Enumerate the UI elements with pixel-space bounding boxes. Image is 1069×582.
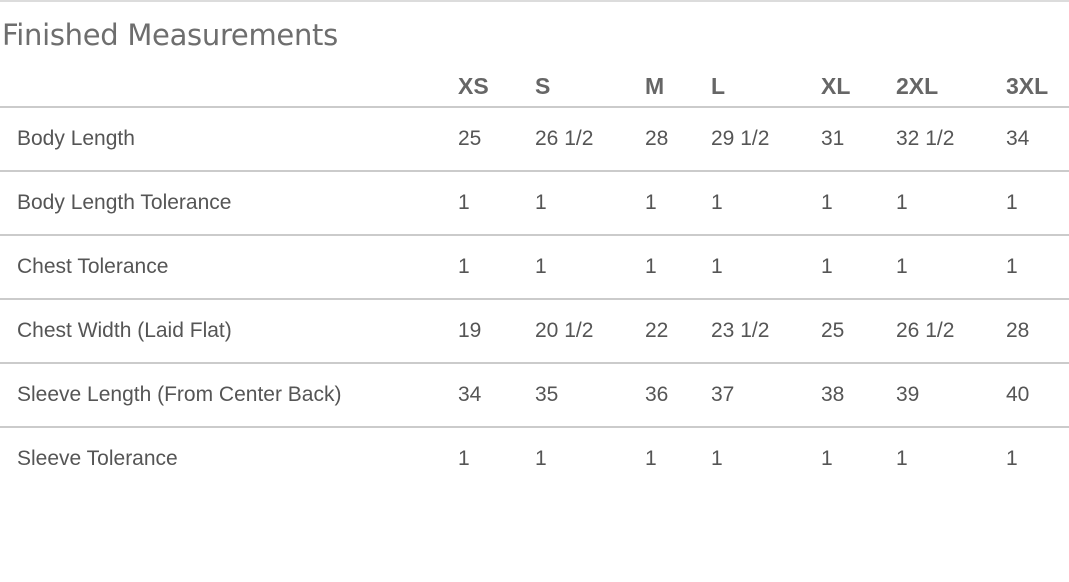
cell-value: 1 (645, 191, 657, 214)
cell-value: 31 (821, 127, 845, 150)
table-row: Chest Width (Laid Flat) 19 20 1/2 22 23 1/2 2… (0, 300, 1069, 364)
cell-value: 20 1/2 (535, 319, 594, 342)
row-label: Body Length (17, 127, 135, 150)
cell-value: 29 1/2 (711, 127, 770, 150)
cell-value: 1 (1006, 191, 1018, 214)
cell-value: 32 1/2 (896, 127, 955, 150)
cell-value: 40 (1006, 383, 1030, 406)
cell-value: 34 (458, 383, 482, 406)
column-header-xs: XS (458, 73, 489, 99)
cell-value: 1 (711, 191, 723, 214)
column-header-s: S (535, 73, 551, 99)
cell-value: 1 (896, 191, 908, 214)
cell-value: 1 (896, 447, 908, 470)
cell-value: 34 (1006, 127, 1030, 150)
cell-value: 1 (645, 447, 657, 470)
cell-value: 1 (535, 447, 547, 470)
row-label: Chest Width (Laid Flat) (17, 319, 232, 342)
cell-value: 19 (458, 319, 482, 342)
cell-value: 1 (711, 447, 723, 470)
table-header-row: XS S M L XL 2XL 3XL (0, 0, 1069, 108)
page-title: Finished Measurements (2, 18, 338, 52)
table-row: Chest Tolerance 1 1 1 1 1 1 1 (0, 236, 1069, 300)
cell-value: 1 (1006, 255, 1018, 278)
cell-value: 25 (458, 127, 482, 150)
column-header-l: L (711, 73, 726, 99)
cell-value: 1 (535, 191, 547, 214)
cell-value: 1 (645, 255, 657, 278)
column-header-xl: XL (821, 73, 851, 99)
row-label: Body Length Tolerance (17, 191, 232, 214)
column-header-3xl: 3XL (1006, 73, 1049, 99)
cell-value: 1 (458, 447, 470, 470)
cell-value: 37 (711, 383, 735, 406)
cell-value: 23 1/2 (711, 319, 770, 342)
cell-value: 1 (458, 255, 470, 278)
cell-value: 26 1/2 (896, 319, 955, 342)
table-row: Sleeve Length (From Center Back) 34 35 36 37… (0, 364, 1069, 428)
column-header-m: M (645, 73, 665, 99)
row-label: Sleeve Length (From Center Back) (17, 383, 342, 406)
cell-value: 1 (711, 255, 723, 278)
cell-value: 1 (1006, 447, 1018, 470)
table-row: Sleeve Tolerance 1 1 1 1 1 1 1 (0, 428, 1069, 490)
cell-value: 22 (645, 319, 669, 342)
cell-value: 28 (645, 127, 669, 150)
cell-value: 25 (821, 319, 845, 342)
row-label: Sleeve Tolerance (17, 447, 178, 470)
cell-value: 1 (821, 447, 833, 470)
cell-value: 1 (896, 255, 908, 278)
cell-value: 35 (535, 383, 559, 406)
column-header-2xl: 2XL (896, 73, 939, 99)
cell-value: 1 (821, 255, 833, 278)
cell-value: 26 1/2 (535, 127, 594, 150)
top-divider (0, 0, 1069, 2)
cell-value: 38 (821, 383, 845, 406)
row-label: Chest Tolerance (17, 255, 169, 278)
table-row: Body Length 25 26 1/2 28 29 1/2 31 32 1/2 34 (0, 108, 1069, 172)
cell-value: 1 (458, 191, 470, 214)
cell-value: 39 (896, 383, 920, 406)
cell-value: 1 (535, 255, 547, 278)
cell-value: 36 (645, 383, 669, 406)
table-row: Body Length Tolerance 1 1 1 1 1 1 1 (0, 172, 1069, 236)
cell-value: 28 (1006, 319, 1030, 342)
cell-value: 1 (821, 191, 833, 214)
